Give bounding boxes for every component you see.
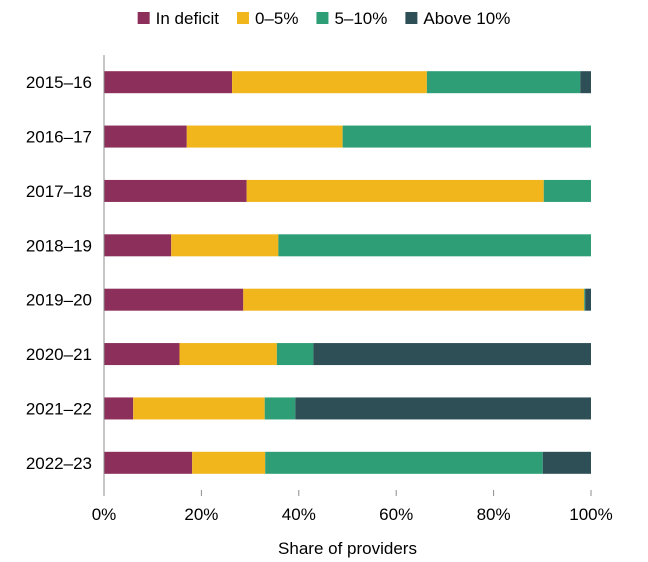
legend-item-5-10: 5–10% — [316, 9, 387, 28]
y-axis: 2015–16 2016–17 2017–18 2018–19 2019–20 2020–… — [26, 55, 105, 490]
legend-label-0-5: 0–5% — [255, 9, 298, 28]
legend-swatch-5-10 — [316, 12, 329, 24]
x-tick-label-0: 0% — [92, 505, 117, 524]
bar-2021-22-above-10 — [295, 397, 591, 420]
bar-2016-17-0-5 — [186, 125, 343, 148]
legend-label-above-10: Above 10% — [423, 9, 510, 28]
legend: In deficit 0–5% 5–10% Above 10% — [137, 9, 510, 28]
legend-item-in-deficit: In deficit — [137, 9, 220, 28]
legend-item-above-10: Above 10% — [405, 9, 510, 28]
y-tick-label-2015-16: 2015–16 — [26, 73, 92, 92]
bar-2019-20-in-deficit — [104, 288, 244, 311]
bar-2018-19-0-5 — [171, 234, 279, 257]
bar-2016-17-5-10 — [342, 125, 591, 148]
bar-2015-16-5-10 — [426, 71, 581, 94]
bar-2017-18-0-5 — [246, 179, 544, 202]
legend-swatch-above-10 — [405, 12, 418, 24]
y-tick-label-2018-19: 2018–19 — [26, 236, 92, 255]
bar-2021-22-in-deficit — [104, 397, 134, 420]
y-tick-label-2021-22: 2021–22 — [26, 399, 92, 418]
x-axis: 0% 20% 40% 60% 80% 100% — [92, 490, 613, 524]
legend-label-5-10: 5–10% — [334, 9, 387, 28]
y-tick-label-2017-18: 2017–18 — [26, 182, 92, 201]
legend-label-in-deficit: In deficit — [156, 9, 220, 28]
bar-2015-16-0-5 — [232, 71, 427, 94]
y-tick-label-2020-21: 2020–21 — [26, 345, 92, 364]
bar-2015-16-in-deficit — [104, 71, 233, 94]
bar-2018-19-in-deficit — [104, 234, 172, 257]
bars — [104, 71, 591, 474]
bar-2020-21-5-10 — [276, 343, 314, 366]
bar-2021-22-5-10 — [264, 397, 296, 420]
x-tick-label-60: 60% — [379, 505, 413, 524]
y-tick-label-2022-23: 2022–23 — [26, 454, 92, 473]
legend-item-0-5: 0–5% — [236, 9, 298, 28]
bar-2016-17-in-deficit — [104, 125, 187, 148]
legend-swatch-in-deficit — [137, 12, 150, 24]
bar-2017-18-in-deficit — [104, 179, 247, 202]
bar-2019-20-0-5 — [243, 288, 585, 311]
bar-2021-22-0-5 — [133, 397, 265, 420]
x-tick-label-40: 40% — [282, 505, 316, 524]
bar-2022-23-0-5 — [192, 451, 266, 474]
x-tick-label-80: 80% — [477, 505, 511, 524]
bar-2018-19-5-10 — [278, 234, 591, 257]
bar-2022-23-in-deficit — [104, 451, 193, 474]
bar-2015-16-above-10 — [580, 71, 591, 94]
bar-2019-20-above-10 — [585, 288, 591, 311]
bar-2022-23-5-10 — [265, 451, 543, 474]
bar-2019-20-5-10 — [584, 288, 586, 311]
legend-swatch-0-5 — [236, 12, 249, 24]
x-tick-label-100: 100% — [569, 505, 612, 524]
bar-2020-21-in-deficit — [104, 343, 180, 366]
y-tick-label-2019-20: 2019–20 — [26, 291, 92, 310]
bar-2022-23-above-10 — [542, 451, 591, 474]
bar-2020-21-above-10 — [313, 343, 591, 366]
x-tick-label-20: 20% — [184, 505, 218, 524]
bar-2020-21-0-5 — [179, 343, 277, 366]
y-tick-label-2016-17: 2016–17 — [26, 128, 92, 147]
x-axis-title: Share of providers — [278, 539, 417, 558]
bar-2017-18-5-10 — [543, 179, 591, 202]
